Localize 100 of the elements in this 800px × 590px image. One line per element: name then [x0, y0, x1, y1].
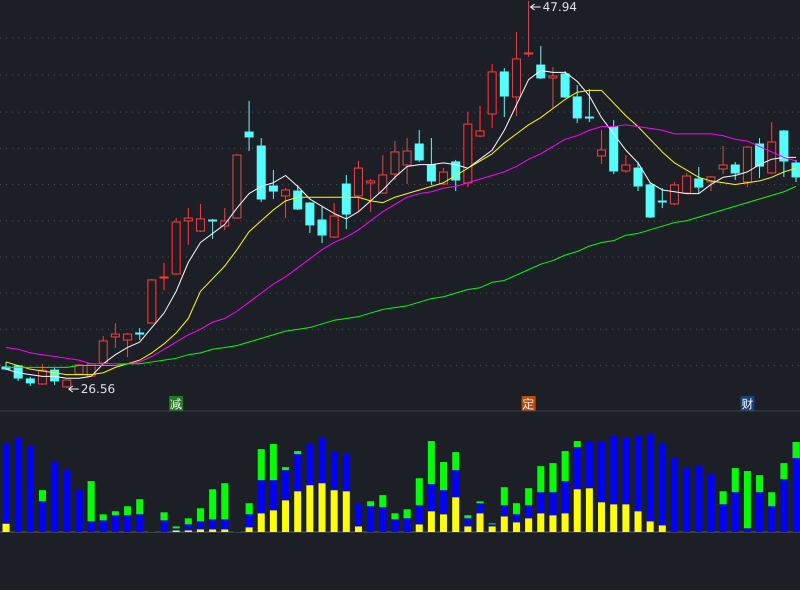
candlestick — [305, 201, 314, 234]
bar — [549, 492, 556, 516]
bar — [246, 514, 253, 528]
bar — [196, 508, 204, 522]
bar — [124, 515, 132, 532]
bar — [136, 499, 144, 514]
candlestick — [426, 138, 436, 186]
candlestick — [730, 161, 740, 181]
candlestick — [548, 66, 558, 108]
bar — [658, 443, 666, 526]
bar — [221, 483, 228, 520]
candlestick — [98, 336, 108, 364]
bar — [744, 471, 751, 528]
bar — [354, 526, 362, 532]
candlestick — [293, 184, 302, 211]
bar — [525, 518, 532, 532]
candlestick — [584, 88, 594, 123]
annotation: 47.94 — [542, 0, 577, 14]
bar — [634, 511, 642, 532]
bar — [512, 522, 520, 532]
bar — [318, 483, 326, 532]
bar — [38, 501, 46, 532]
bar — [744, 528, 751, 532]
bar — [440, 490, 448, 514]
bar — [282, 470, 290, 500]
candlestick — [634, 161, 642, 192]
bar — [792, 458, 800, 532]
bar — [428, 511, 435, 532]
candlestick — [402, 138, 412, 184]
bar — [404, 518, 411, 532]
candlestick — [682, 172, 692, 194]
candlestick — [670, 182, 679, 206]
bar — [14, 438, 22, 532]
candlestick — [792, 159, 800, 183]
bar — [476, 503, 484, 514]
bar — [38, 490, 46, 502]
candlestick — [658, 187, 667, 209]
bar — [416, 505, 423, 524]
bar — [562, 481, 569, 514]
bar — [404, 509, 411, 518]
bar — [512, 503, 520, 514]
candlestick — [476, 105, 484, 138]
bar — [768, 492, 776, 506]
candlestick — [597, 130, 606, 164]
bar — [282, 467, 290, 470]
bar — [500, 505, 508, 516]
candlestick — [318, 206, 326, 244]
candlestick — [110, 322, 120, 348]
bar — [294, 454, 302, 492]
bar — [391, 513, 398, 520]
bar — [184, 524, 192, 530]
bar — [258, 513, 265, 532]
candlestick — [536, 46, 546, 80]
bar — [500, 487, 508, 506]
bar — [574, 489, 581, 532]
bar — [342, 491, 350, 532]
bar — [318, 438, 326, 484]
bar — [428, 484, 435, 512]
bar — [598, 442, 606, 502]
bar — [549, 463, 556, 492]
candlestick — [366, 178, 376, 213]
bar — [707, 474, 714, 532]
bar — [306, 485, 314, 532]
bar — [792, 442, 800, 458]
bar — [100, 514, 107, 520]
bar — [75, 490, 82, 532]
bar — [658, 525, 666, 532]
x-tick-label: 减 — [170, 397, 182, 411]
bar — [525, 488, 532, 506]
candlestick — [135, 328, 144, 341]
bar — [586, 441, 593, 488]
bar — [306, 443, 314, 486]
candlestick — [378, 154, 388, 194]
bar — [2, 443, 10, 524]
candlestick — [330, 202, 339, 238]
bar — [549, 515, 556, 532]
bar — [634, 436, 642, 512]
candlestick — [755, 138, 764, 179]
candlestick — [560, 70, 570, 99]
bar — [440, 514, 448, 532]
x-tick-label: 财 — [741, 397, 754, 411]
bar — [586, 488, 593, 532]
bar — [452, 452, 460, 470]
bar — [221, 519, 228, 530]
bar — [294, 451, 302, 454]
bar — [367, 506, 374, 532]
bar — [100, 520, 107, 532]
bar — [780, 463, 788, 480]
bar — [270, 510, 277, 532]
bar — [562, 451, 569, 482]
bar — [622, 438, 630, 504]
bar — [500, 516, 508, 532]
bar — [209, 529, 216, 532]
bar — [720, 491, 727, 504]
bar — [440, 462, 448, 490]
candlestick — [123, 332, 132, 358]
bar — [367, 501, 374, 506]
bar — [112, 515, 119, 532]
bar — [768, 506, 776, 532]
bar — [574, 441, 581, 448]
